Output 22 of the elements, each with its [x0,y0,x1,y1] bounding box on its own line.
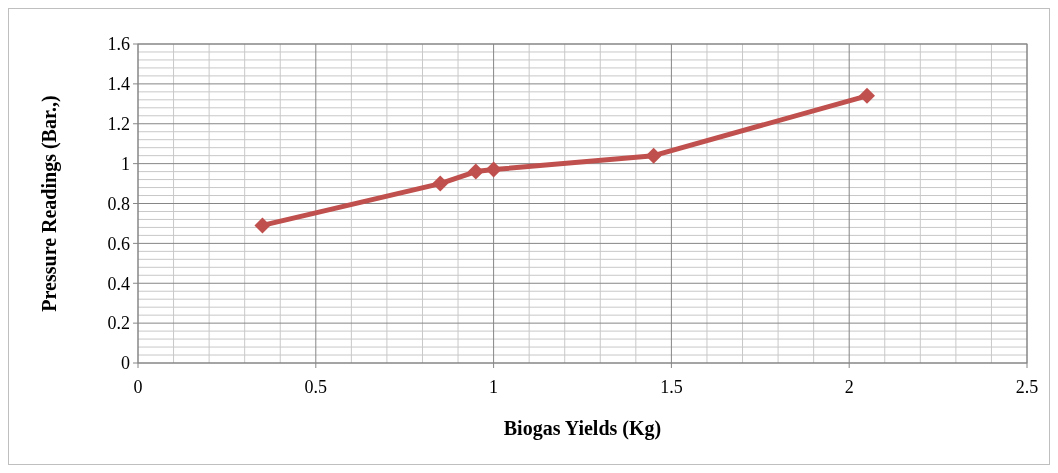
y-tick-label: 1 [121,153,130,174]
point [858,87,875,104]
x-tick-label: 2.5 [1015,377,1039,397]
y-tick-label: 1.4 [107,74,130,95]
y-tick-label: 0.6 [107,233,130,254]
y-tick-label: 1.2 [107,114,130,135]
y-tick-label: 0 [121,353,130,374]
x-axis-title: Biogas Yields (Kg) [503,417,662,440]
point [254,217,271,234]
point [485,161,502,178]
y-tick-label: 0.4 [107,273,130,294]
point [645,147,662,164]
point [467,163,484,180]
y-tick-label: 1.6 [107,34,130,55]
point [432,175,449,192]
x-tick-label: 1 [489,377,499,397]
y-tick-label: 0.8 [107,193,130,214]
x-tick-label: 0.5 [304,377,328,397]
y-tick-label: 0.2 [107,313,130,334]
x-tick-label: 2 [844,377,854,397]
x-tick-label: 1.5 [660,377,683,397]
y-axis-title: Pressure Readings (Bar.,) [38,95,61,312]
